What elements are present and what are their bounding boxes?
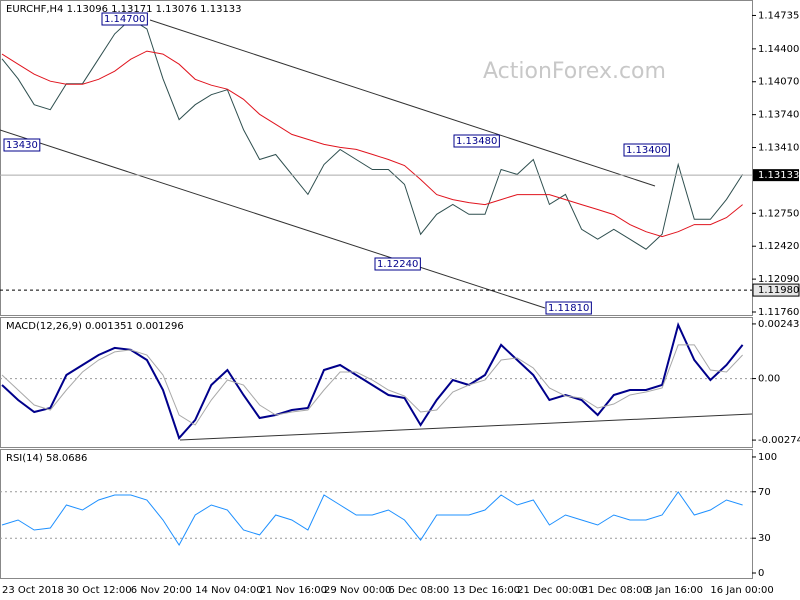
y-tick-label: 1.11760 — [758, 307, 799, 318]
annotation-box — [623, 143, 670, 157]
x-tick-label: 14 Nov 04:00 — [195, 585, 262, 596]
annotation: 1.13480 — [456, 136, 497, 147]
macd-title: MACD(12,26,9) 0.001351 0.001296 — [6, 321, 184, 332]
annotation: 1.14700 — [104, 14, 145, 25]
y-tick-label: 0.002436 — [758, 319, 800, 330]
y-tick-label: 1.14070 — [758, 77, 799, 88]
series-line — [1, 491, 743, 546]
last-price-label: 1.13133 — [758, 170, 799, 181]
x-tick-label: 6 Nov 20:00 — [131, 585, 192, 596]
x-tick-label: 31 Dec 08:00 — [582, 585, 649, 596]
y-tick-label: 1.12420 — [758, 241, 799, 252]
y-tick-label: 30 — [758, 533, 771, 544]
watermark: ActionForex.com — [483, 59, 666, 84]
level-box — [752, 283, 800, 297]
y-tick-label: 100 — [758, 452, 777, 463]
annotation-box — [545, 301, 592, 315]
x-tick-label: 8 Jan 16:00 — [646, 585, 703, 596]
rsi-panel — [0, 449, 753, 579]
y-tick-label: 1.12750 — [758, 208, 799, 219]
annotation-box — [374, 257, 421, 271]
annotation-box — [101, 12, 148, 26]
annotation-box — [453, 134, 500, 148]
price-panel — [0, 0, 753, 316]
macd-panel — [0, 317, 753, 448]
annotation: 1.11810 — [548, 303, 589, 314]
annotation: 1.12240 — [377, 259, 418, 270]
x-tick-label: 16 Jan 00:00 — [710, 585, 773, 596]
x-tick-label: 29 Nov 00:00 — [324, 585, 391, 596]
channel-lower — [0, 129, 546, 309]
macd-trendline — [179, 413, 753, 441]
rsi-title: RSI(14) 58.0686 — [6, 453, 87, 464]
x-tick-label: 23 Oct 2018 — [2, 585, 64, 596]
x-tick-label: 30 Oct 12:00 — [66, 585, 131, 596]
annotation-box — [3, 138, 41, 152]
y-tick-label: 1.14400 — [758, 44, 799, 55]
last-price-box — [753, 169, 799, 182]
x-tick-label: 6 Dec 08:00 — [388, 585, 449, 596]
annotation: 1.13400 — [626, 145, 667, 156]
y-tick-label: 1.14735 — [758, 10, 799, 21]
y-tick-label: 70 — [758, 487, 771, 498]
level-label: 1.11980 — [758, 285, 799, 296]
series-line — [1, 321, 744, 440]
y-tick-label: 1.13410 — [758, 143, 799, 154]
series-line — [1, 344, 743, 426]
series-line — [1, 50, 743, 238]
y-tick-label: -0.002742 — [758, 435, 800, 446]
y-tick-label: 1.12090 — [758, 274, 799, 285]
x-tick-label: 21 Dec 00:00 — [517, 585, 584, 596]
channel-upper — [149, 19, 656, 187]
annotation: 13430 — [6, 140, 38, 151]
y-tick-label: 0.00 — [758, 374, 780, 385]
y-tick-label: 1.13740 — [758, 110, 799, 121]
x-tick-label: 13 Dec 16:00 — [453, 585, 520, 596]
y-tick-label: 0 — [758, 568, 764, 579]
x-tick-label: 21 Nov 16:00 — [260, 585, 327, 596]
price-title: EURCHF,H4 1.13096 1.13171 1.13076 1.1313… — [6, 4, 242, 15]
